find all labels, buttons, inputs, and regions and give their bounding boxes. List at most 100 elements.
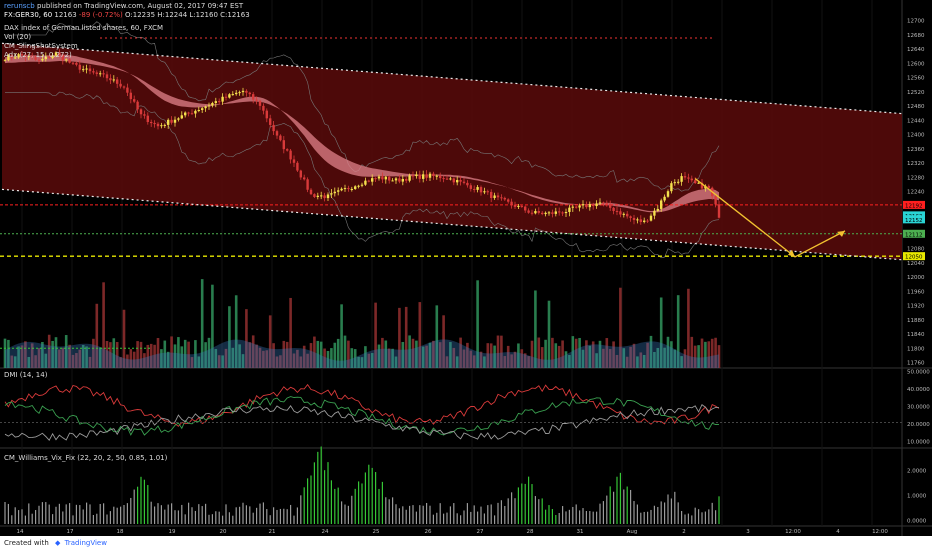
wvf-bar: [96, 513, 98, 524]
candle-body: [95, 72, 98, 74]
wvf-bar: [558, 512, 560, 524]
candle-body: [214, 101, 217, 103]
time-tick-label: 24: [322, 529, 329, 535]
volume-bar: [622, 348, 626, 368]
candle-body: [585, 204, 588, 208]
wvf-bar: [507, 498, 509, 524]
candle-body: [360, 184, 364, 186]
wvf-bar: [273, 507, 275, 524]
volume-bar: [663, 347, 666, 368]
volume-bar: [404, 306, 408, 368]
volume-bar: [20, 345, 24, 368]
wvf-bar: [38, 505, 40, 524]
volume-bar: [149, 343, 153, 368]
volume-bar: [527, 356, 530, 368]
wvf-bar: [613, 491, 615, 524]
candle-body: [483, 191, 486, 193]
wvf-bar: [361, 483, 363, 524]
volume-bar: [64, 335, 68, 368]
wvf-bar: [371, 467, 373, 524]
candle-body: [632, 217, 636, 221]
wvf-bar: [133, 489, 135, 524]
wvf-bar: [385, 497, 387, 524]
legend-vol[interactable]: Vol (20): [4, 33, 32, 41]
wvf-bar: [215, 511, 217, 524]
time-tick-label: 28: [527, 529, 534, 535]
wvf-bar: [58, 503, 60, 524]
candle-body: [602, 202, 605, 204]
volume-bar: [197, 356, 201, 368]
wvf-bar: [657, 506, 659, 524]
time-tick-label: 31: [577, 529, 584, 535]
wvf-bar: [596, 511, 598, 524]
candle-body: [595, 203, 598, 207]
candle-body: [156, 123, 160, 127]
volume-bar: [653, 352, 656, 368]
volume-bar: [595, 353, 598, 368]
wvf-bar: [310, 475, 312, 524]
wvf-tick-label: 0.0000: [907, 519, 927, 525]
wvf-bar: [687, 513, 689, 524]
volume-bar: [425, 345, 428, 368]
candle-body: [622, 213, 625, 215]
volume-bar: [282, 340, 286, 368]
candle-body: [513, 204, 517, 207]
tradingview-brand[interactable]: TradingView: [64, 539, 107, 547]
candle-body: [167, 119, 170, 125]
tradingview-logo-icon[interactable]: ◆: [55, 539, 61, 547]
wvf-bar: [140, 476, 142, 524]
price-tick-label: 12600: [907, 61, 925, 67]
author-name[interactable]: rerunscb: [4, 2, 35, 10]
volume-bar: [119, 357, 122, 368]
volume-bar: [605, 338, 609, 368]
candle-body: [670, 183, 673, 192]
candle-body: [575, 206, 578, 208]
volume-bar: [258, 347, 262, 368]
volume-bar: [588, 345, 592, 368]
volume-bar: [353, 349, 357, 368]
candle-body: [697, 182, 700, 184]
main-legend-title[interactable]: DAX index of German listed shares, 60, F…: [4, 24, 164, 32]
price-label-value: 12152: [905, 218, 923, 224]
wvf-bar: [174, 510, 176, 524]
wvf-bar: [45, 502, 47, 524]
volume-bar: [442, 315, 445, 368]
volume-bar: [649, 335, 653, 368]
wvf-bar: [602, 501, 604, 524]
volume-bar: [177, 337, 180, 368]
candle-body: [581, 204, 585, 206]
candle-body: [316, 195, 319, 197]
volume-bar: [557, 345, 561, 368]
price-tick-label: 12320: [907, 161, 925, 167]
wvf-bar: [150, 501, 152, 524]
wvf-bar: [494, 515, 496, 524]
legend-dmi[interactable]: DMI (14, 14): [4, 371, 48, 379]
legend-williams[interactable]: CM_Williams_Vix_Fix (22, 20, 2, 50, 0.85…: [4, 454, 168, 462]
candle-body: [683, 176, 687, 178]
wvf-bar: [351, 495, 353, 524]
legend-slingshot[interactable]: CM_SlingShotSystem: [4, 42, 78, 50]
volume-bar: [387, 348, 391, 368]
volume-bar: [459, 337, 462, 368]
wvf-bar: [242, 502, 244, 524]
candle-body: [694, 180, 697, 184]
volume-bar: [520, 349, 524, 368]
volume-bar: [707, 341, 711, 368]
candle-body: [99, 73, 102, 75]
candle-body: [588, 204, 591, 208]
candle-body: [714, 196, 717, 205]
wvf-bar: [497, 502, 499, 524]
wvf-bar: [701, 512, 703, 524]
wvf-bar: [439, 503, 441, 524]
volume-bar: [10, 355, 14, 368]
volume-bar: [279, 355, 282, 368]
volume-bar: [571, 336, 575, 368]
wvf-bar: [555, 514, 557, 524]
legend-adx[interactable]: Adx (27, 15, 0.272): [4, 51, 72, 59]
volume-bar: [265, 350, 269, 368]
volume-bar: [340, 304, 343, 368]
time-tick-label: 14: [17, 529, 24, 535]
wvf-bar: [222, 515, 224, 524]
candle-body: [643, 220, 646, 222]
wvf-bar: [670, 498, 672, 524]
